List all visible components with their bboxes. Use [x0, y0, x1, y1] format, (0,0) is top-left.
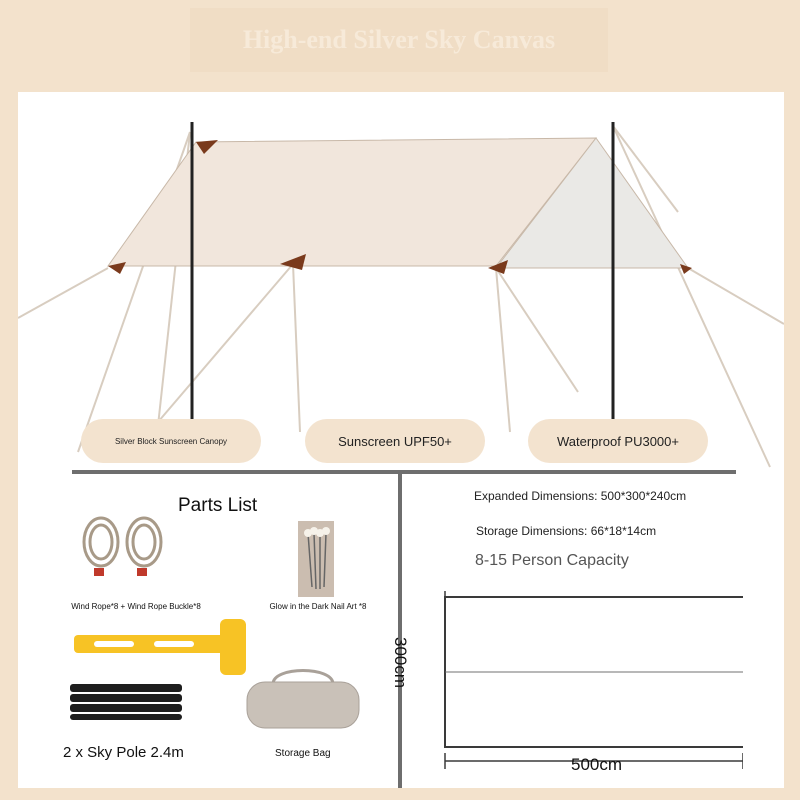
depth-label: 300cm [391, 637, 410, 689]
parts-list-title: Parts List [178, 495, 258, 516]
feature-label: Waterproof PU3000+ [556, 433, 679, 449]
rope-coil-icon [82, 516, 163, 576]
feature-badge-canopy: Silver Block Sunscreen Canopy [81, 419, 261, 463]
poles-icon [70, 684, 182, 720]
part-caption-rope: Wind Rope*8 + Wind Rope Buckle*8 [71, 602, 201, 611]
canopy-illustration [18, 122, 784, 468]
part-caption-stakes: Glow in the Dark Nail Art *8 [269, 602, 367, 611]
section-divider [72, 470, 736, 474]
width-label: 500cm [571, 755, 623, 774]
storage-dimensions: Storage Dimensions: 66*18*14cm [476, 524, 657, 538]
feature-badge-waterproof: Waterproof PU3000+ [528, 419, 708, 463]
title-band: High-end Silver Sky Canvas [190, 8, 608, 72]
product-panel: Silver Block Sunscreen Canopy Sunscreen … [18, 92, 784, 788]
feature-badge-upf: Sunscreen UPF50+ [305, 419, 485, 463]
tent-stakes-icon [298, 521, 334, 597]
feature-label: Silver Block Sunscreen Canopy [114, 436, 228, 446]
capacity-label: 8-15 Person Capacity [475, 552, 629, 569]
hammer-icon [74, 619, 246, 675]
part-caption-poles: 2 x Sky Pole 2.4m [63, 744, 184, 761]
feature-label: Sunscreen UPF50+ [338, 433, 452, 449]
part-caption-bag: Storage Bag [275, 748, 331, 759]
storage-bag-icon [246, 669, 360, 729]
section-divider-vertical [398, 472, 402, 788]
page-title: High-end Silver Sky Canvas [242, 25, 556, 54]
footprint-diagram [444, 591, 743, 769]
expanded-dimensions: Expanded Dimensions: 500*300*240cm [474, 489, 687, 503]
